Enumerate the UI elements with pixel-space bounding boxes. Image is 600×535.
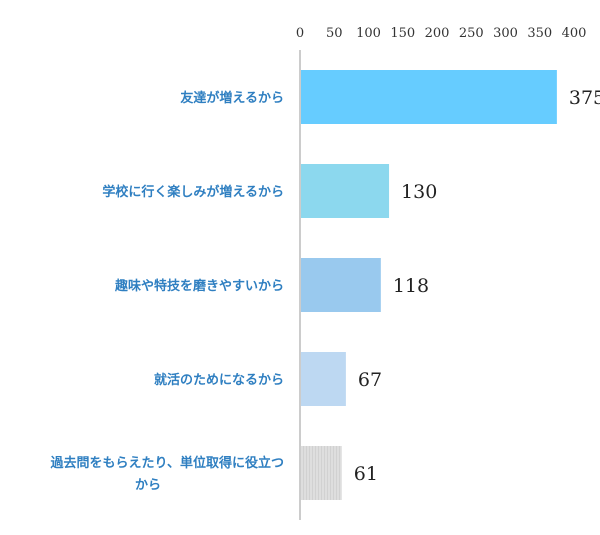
bar: [301, 164, 390, 218]
category-label: 就活のためになるから: [154, 372, 284, 388]
x-axis-ticks: 0 50 100 150 200 250 300 350 400: [296, 26, 587, 41]
bars: [301, 70, 557, 500]
bar: [301, 352, 346, 406]
category-label: 学校に行く楽しみが増えるから: [102, 184, 284, 200]
bar: [301, 258, 381, 312]
value-label: 375: [569, 87, 600, 109]
category-label: から: [135, 478, 161, 493]
category-label: 友達が増えるから: [180, 90, 284, 106]
x-tick-label: 0: [296, 26, 304, 41]
category-label: 趣味や特技を磨きやすいから: [114, 278, 284, 294]
x-tick-label: 150: [390, 26, 415, 41]
value-label: 61: [354, 463, 378, 485]
bar: [301, 446, 342, 500]
value-label: 118: [393, 275, 429, 297]
category-label: 過去問をもらえたり、単位取得に役立つ: [50, 455, 284, 471]
x-tick-label: 400: [562, 26, 587, 41]
category-labels: 友達が増えるから学校に行く楽しみが増えるから趣味や特技を磨きやすいから就活のため…: [50, 90, 284, 493]
x-tick-label: 50: [326, 26, 343, 41]
x-tick-label: 350: [527, 26, 552, 41]
x-tick-label: 100: [356, 26, 381, 41]
value-label: 130: [401, 181, 437, 203]
x-tick-label: 250: [459, 26, 484, 41]
value-labels: 375 130 118 67 61: [354, 87, 600, 485]
bar: [301, 70, 557, 124]
x-tick-label: 200: [425, 26, 450, 41]
value-label: 67: [358, 369, 382, 391]
x-tick-label: 300: [493, 26, 518, 41]
